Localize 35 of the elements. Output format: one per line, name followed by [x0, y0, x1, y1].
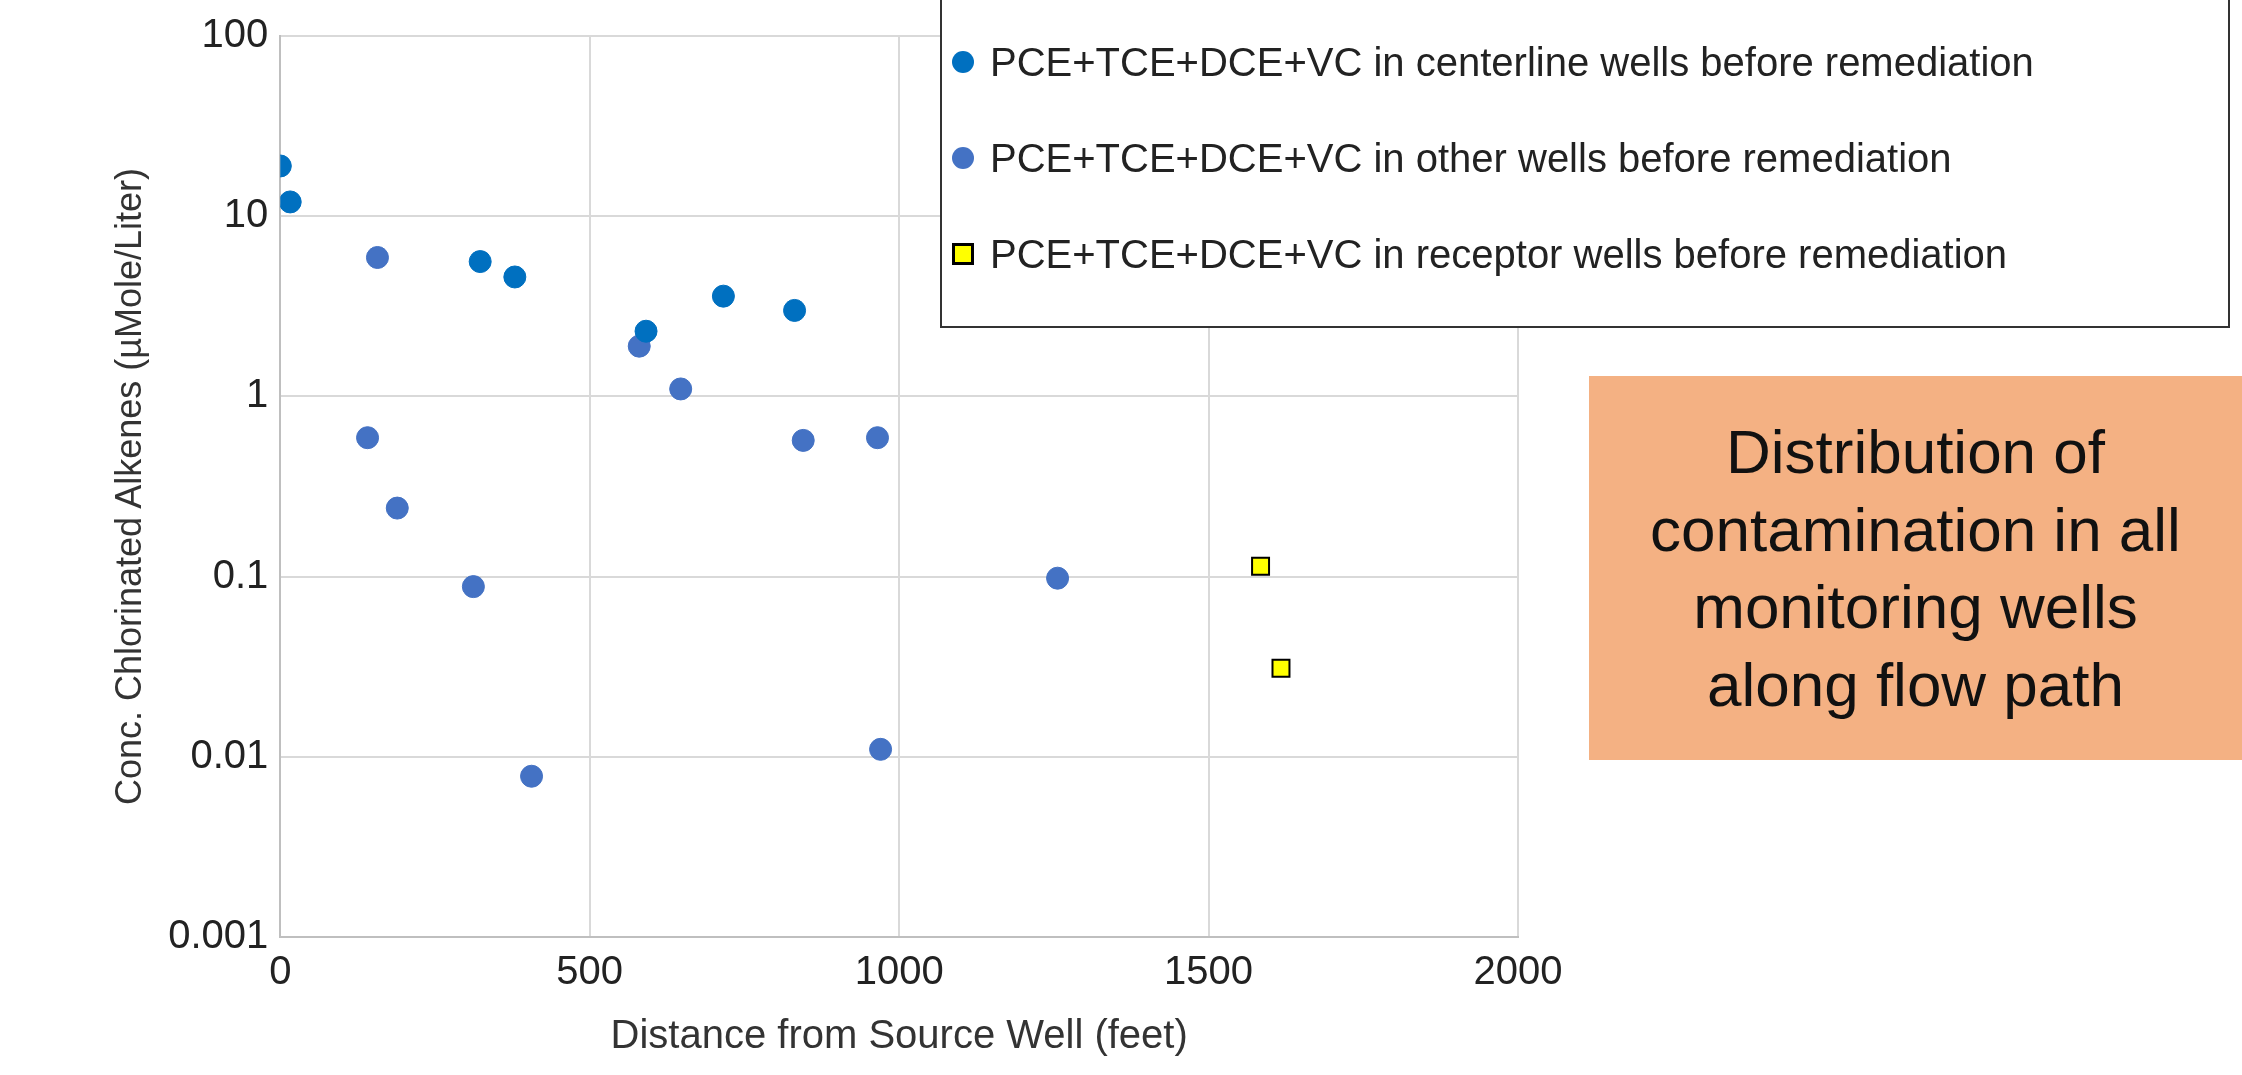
point: [865, 426, 889, 450]
point: [1251, 556, 1271, 576]
x-tick-label: 1000: [854, 948, 944, 993]
point: [1271, 658, 1291, 678]
point: [356, 426, 380, 450]
y-tick-label: 100: [201, 11, 269, 56]
y-axis-title: Conc. Chlorinated Alkenes (µMole/Liter): [107, 167, 149, 806]
point: [783, 298, 807, 322]
y-tick-label: 0.1: [212, 551, 269, 596]
point: [711, 284, 735, 308]
point: [869, 737, 893, 761]
point: [468, 250, 492, 274]
point: [385, 496, 409, 520]
point: [520, 764, 544, 788]
point: [461, 575, 485, 599]
legend-label: PCE+TCE+DCE+VC in other wells before remediation: [990, 135, 1952, 181]
y-tick-label: 1: [246, 371, 269, 416]
point: [669, 377, 693, 401]
legend-label: PCE+TCE+DCE+VC in receptor wells before remediation: [990, 231, 2008, 277]
x-tick-label: 1500: [1164, 948, 1254, 993]
point: [1046, 566, 1070, 590]
y-tick-label: 10: [223, 191, 269, 236]
text: Distribution of contamination in all monitoring wells along flow path: [1589, 376, 2242, 760]
legend-label: PCE+TCE+DCE+VC in centerline wells before remediation: [990, 39, 2034, 85]
x-tick-label: 2000: [1473, 948, 1563, 993]
point: [791, 428, 815, 452]
y-tick-label: 0.001: [168, 912, 269, 957]
point: [503, 265, 527, 289]
point: [634, 319, 658, 343]
point: [280, 190, 302, 214]
x-tick-label: 0: [269, 948, 292, 993]
point: [365, 245, 389, 269]
x-tick-label: 500: [556, 948, 624, 993]
y-tick-label: 0.01: [190, 731, 269, 776]
x-axis-title: Distance from Source Well (feet): [610, 1012, 1188, 1057]
